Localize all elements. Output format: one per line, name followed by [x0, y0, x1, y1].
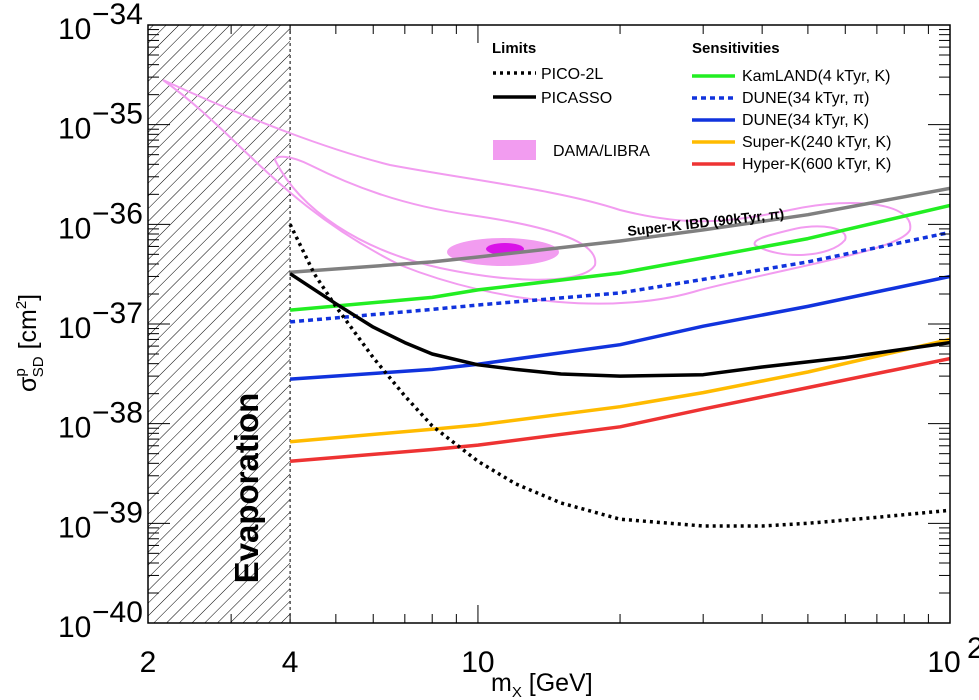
legend-label-hyper-k: Hyper-K(600 kTyr, K) [742, 156, 891, 173]
sens-hyper-k-600-ktyr-k-curve [289, 356, 950, 463]
y-axis-title: σpSD [cm2] [12, 294, 47, 392]
legend-label-kamland: KamLAND(4 kTyr, K) [742, 68, 890, 85]
legend-label-picasso: PICASSO [541, 90, 612, 107]
x-tick-label: 10 [927, 646, 960, 679]
y-tick-label-exponent: −35 [92, 98, 143, 131]
legend-sensitivities-title: Sensitivities [692, 40, 780, 57]
legend-limits-title: Limits [492, 40, 536, 57]
x-tick-label: 2 [140, 646, 157, 679]
y-tick-label: 10 [58, 611, 91, 644]
dama-contour-2 [273, 155, 597, 281]
y-tick-label-exponent: −34 [92, 0, 143, 31]
y-tick-label-exponent: −38 [92, 397, 143, 430]
x-tick-label-exponent: 2 [967, 632, 979, 665]
y-tick-label: 10 [58, 13, 91, 46]
super-k-ibd-label: Super-K IBD (90kTyr, π) [627, 205, 785, 239]
y-tick-label-exponent: −37 [92, 297, 143, 330]
y-tick-label: 10 [58, 412, 91, 445]
legend-label-dune-pi: DUNE(34 kTyr, π) [742, 90, 870, 107]
y-tick-label: 10 [58, 312, 91, 345]
sens-kamland-4-ktyr-k-curve [289, 203, 950, 312]
y-tick-label: 10 [58, 511, 91, 544]
legend-label-pico-2l: PICO-2L [541, 66, 603, 83]
legend-label-dama-libra: DAMA/LIBRA [553, 143, 650, 160]
legend-label-dune-k: DUNE(34 kTyr, K) [742, 112, 869, 129]
minor-ticks [147, 25, 951, 624]
y-tick-label-exponent: −36 [92, 197, 143, 230]
legend-swatch-dama-libra [493, 140, 536, 160]
x-axis-title: mX [GeV] [491, 669, 593, 700]
sens-dune-34-ktyr-curve [289, 230, 950, 324]
limit-picasso-curve [289, 272, 950, 378]
sens-dune-34-ktyr-k-curve [289, 274, 950, 381]
legend: Limits Sensitivities PICO-2L PICASSO DAM… [492, 40, 891, 173]
ibd-super-k-ibd-90ktyr-curve [289, 186, 950, 275]
curves-group [288, 186, 950, 528]
y-tick-label-exponent: −39 [92, 496, 143, 529]
sens-super-k-240-ktyr-k-curve [289, 337, 950, 444]
y-tick-label-exponent: −40 [92, 596, 143, 629]
evaporation-label: Evaporation [228, 393, 265, 584]
x-tick-label: 10 [461, 646, 494, 679]
legend-label-super-k: Super-K(240 kTyr, K) [742, 134, 891, 151]
y-tick-label: 10 [58, 113, 91, 146]
y-tick-label: 10 [58, 212, 91, 245]
x-tick-label: 4 [282, 646, 299, 679]
